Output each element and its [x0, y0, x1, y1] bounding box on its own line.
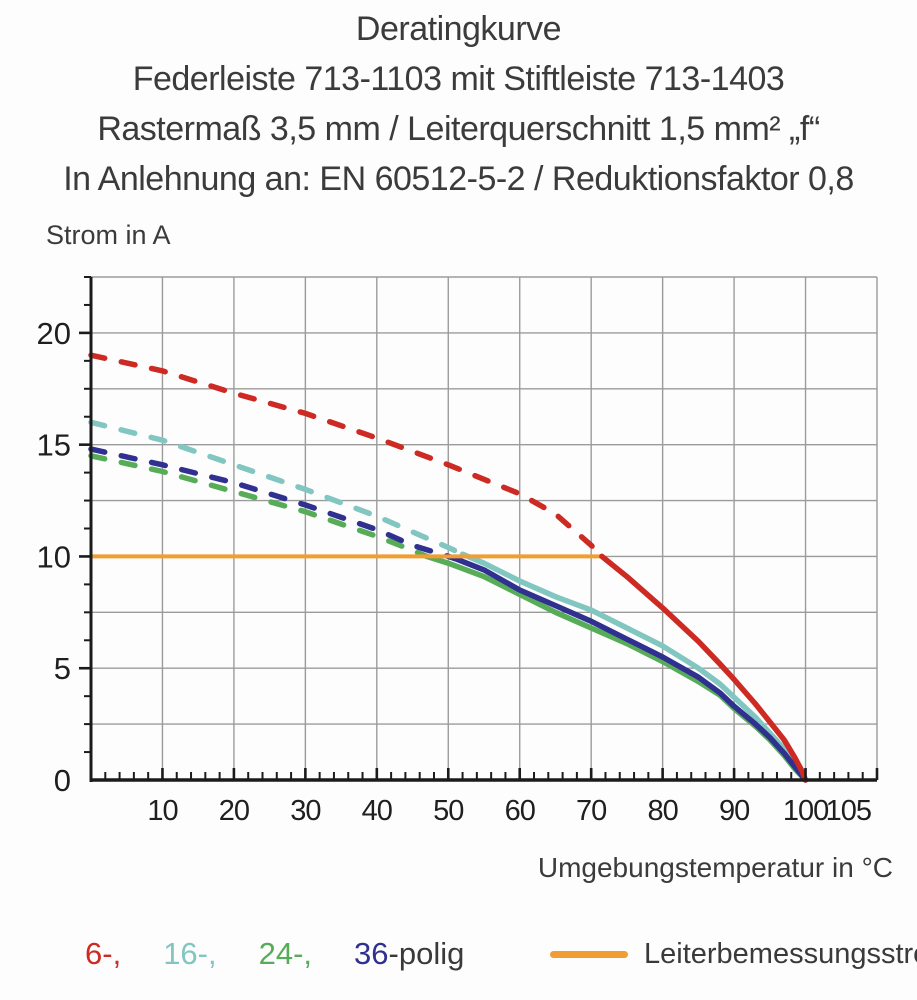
y-tick-label-5: 5 — [54, 651, 71, 686]
x-tick-label-50: 50 — [433, 795, 463, 827]
x-tick-label-30: 30 — [290, 795, 320, 827]
x-tick-label-100: 100 — [783, 795, 828, 827]
legend-item-16polig: 16-, — [163, 936, 217, 971]
y-tick-label-10: 10 — [37, 539, 71, 574]
y-axis-title: Strom in A — [46, 220, 171, 250]
series-16-polig-solid — [459, 551, 809, 783]
series-6-polig-dashed — [88, 352, 605, 560]
y-tick-label-15: 15 — [37, 428, 71, 463]
chart-subtitle-1: Federleiste 713-1103 mit Stiftleiste 713… — [132, 60, 785, 98]
x-tick-label-105: 105 — [826, 795, 871, 827]
x-tick-label-70: 70 — [576, 795, 606, 827]
chart-subtitle-2: Rastermaß 3,5 mm / Leiterquerschnitt 1,5… — [97, 110, 820, 148]
legend-reference-line: Leiterbemessungsstrom — [550, 930, 917, 978]
axis-ticks — [79, 276, 879, 780]
series-36-polig-dashed — [88, 446, 459, 562]
x-tick-label-20: 20 — [219, 795, 249, 827]
curves — [88, 352, 809, 783]
legend-reference-label: Leiterbemessungsstrom — [644, 937, 917, 970]
x-tick-label-90: 90 — [719, 795, 749, 827]
y-tick-label-0: 0 — [54, 763, 71, 798]
series-16-polig-dashed — [88, 419, 466, 557]
orange-line-swatch — [550, 950, 628, 958]
series-6-polig-solid — [599, 553, 809, 783]
series-36-polig-solid — [452, 555, 809, 783]
chart-title: Deratingkurve — [355, 10, 562, 48]
legend-item-36polig: 36-polig — [354, 936, 464, 972]
x-tick-label-60: 60 — [505, 795, 535, 827]
x-axis-title: Umgebungstemperatur in °C — [537, 852, 893, 883]
y-tick-label-20: 20 — [37, 316, 71, 351]
x-tick-label-80: 80 — [648, 795, 678, 827]
x-tick-label-40: 40 — [362, 795, 392, 827]
legend-item-36polig-suffix: -polig — [388, 936, 465, 971]
title-block: Deratingkurve Federleiste 713-1103 mit S… — [0, 4, 917, 204]
x-tick-label-10: 10 — [147, 795, 177, 827]
legend-item-24polig: 24-, — [258, 936, 313, 971]
chart-subtitle-3: In Anlehnung an: EN 60512-5-2 / Reduktio… — [63, 160, 854, 198]
series-24-polig-dashed — [88, 453, 430, 560]
legend-poles: 6-, 16-, 24-, 36-polig — [85, 930, 464, 978]
legend-item-36polig-number: 36 — [354, 936, 389, 971]
legend-item-6polig: 6-, — [85, 936, 122, 971]
